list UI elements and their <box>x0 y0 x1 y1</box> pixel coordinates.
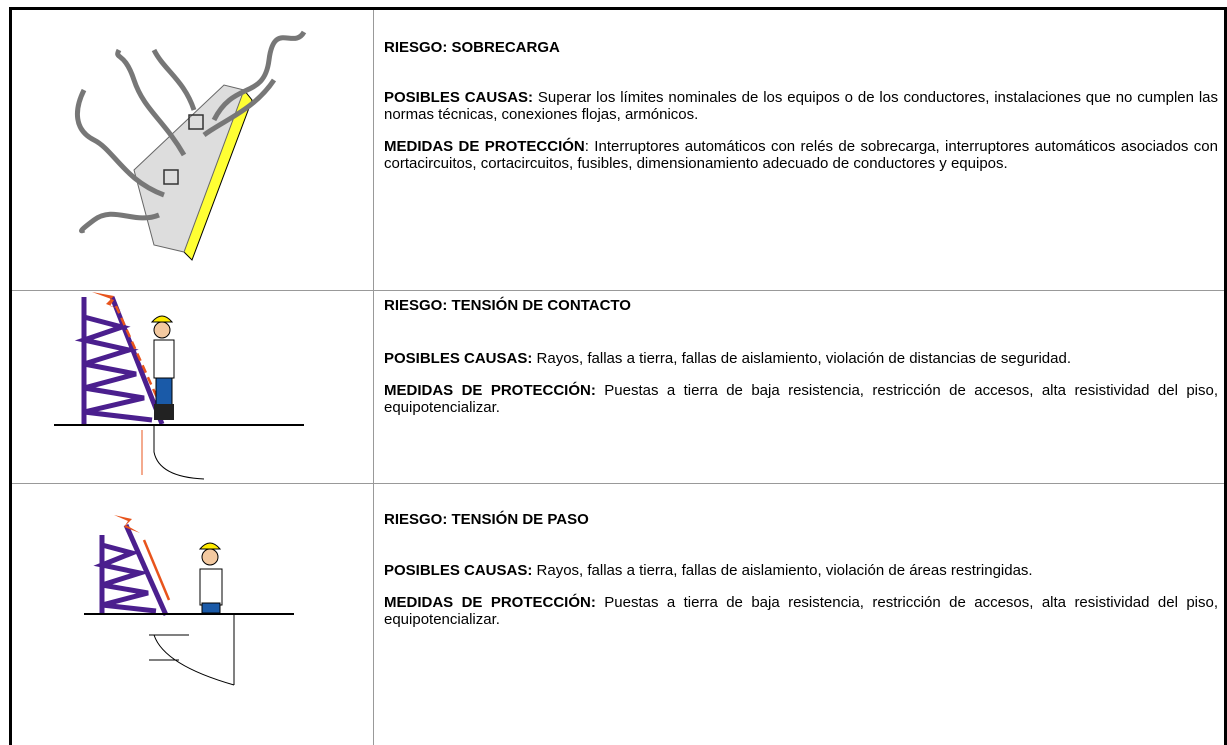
risk-cell: RIESGO: SOBRECARGA POSIBLES CAUSAS: Supe… <box>384 39 1218 172</box>
risk-title: RIESGO: TENSIÓN DE PASO <box>384 511 589 528</box>
causes-label: POSIBLES CAUSAS: <box>384 562 533 579</box>
risk-title: RIESGO: TENSIÓN DE CONTACTO <box>384 297 631 314</box>
causes-text: Superar los límites nominales de los equ… <box>384 89 1219 123</box>
risk-cell: RIESGO: TENSIÓN DE PASO POSIBLES CAUSAS:… <box>384 511 1218 628</box>
border-left <box>9 7 12 745</box>
row-divider <box>12 290 1224 291</box>
border-right <box>1224 7 1227 745</box>
risk-cell: RIESGO: TENSIÓN DE CONTACTO POSIBLES CAU… <box>384 297 1218 416</box>
border-top <box>9 7 1227 10</box>
measures-label: MEDIDAS DE PROTECCIÓN: <box>384 594 596 611</box>
row-divider <box>12 483 1224 484</box>
causes-label: POSIBLES CAUSAS: <box>384 350 533 367</box>
overload-illustration <box>74 30 307 261</box>
measures: MEDIDAS DE PROTECCIÓN: Puestas a tierra … <box>384 594 1218 628</box>
measures-text: : Interruptores automáticos con relés de… <box>384 138 1218 172</box>
measures-text: Puestas a tierra de baja resistencia, re… <box>384 594 1218 628</box>
measures-label: MEDIDAS DE PROTECCIÓN: <box>384 382 596 399</box>
causes: POSIBLES CAUSAS: Rayos, fallas a tierra,… <box>384 562 1218 579</box>
causes: POSIBLES CAUSAS: Rayos, fallas a tierra,… <box>384 350 1218 367</box>
causes: POSIBLES CAUSAS: Superar los límites nom… <box>384 89 1218 123</box>
causes-label: POSIBLES CAUSAS: <box>384 89 534 106</box>
touch-voltage-illustration <box>54 292 304 480</box>
column-divider <box>373 10 374 745</box>
measures-text: Puestas a tierra de baja resistencia, re… <box>384 382 1218 416</box>
causes-text: Rayos, fallas a tierra, fallas de aislam… <box>532 562 1033 579</box>
causes-text: Rayos, fallas a tierra, fallas de aislam… <box>532 350 1071 367</box>
measures-label: MEDIDAS DE PROTECCIÓN <box>384 138 585 155</box>
risk-title: RIESGO: SOBRECARGA <box>384 39 560 56</box>
measures: MEDIDAS DE PROTECCIÓN: Puestas a tierra … <box>384 382 1218 416</box>
step-voltage-illustration <box>84 515 294 686</box>
measures: MEDIDAS DE PROTECCIÓN: Interruptores aut… <box>384 138 1218 172</box>
